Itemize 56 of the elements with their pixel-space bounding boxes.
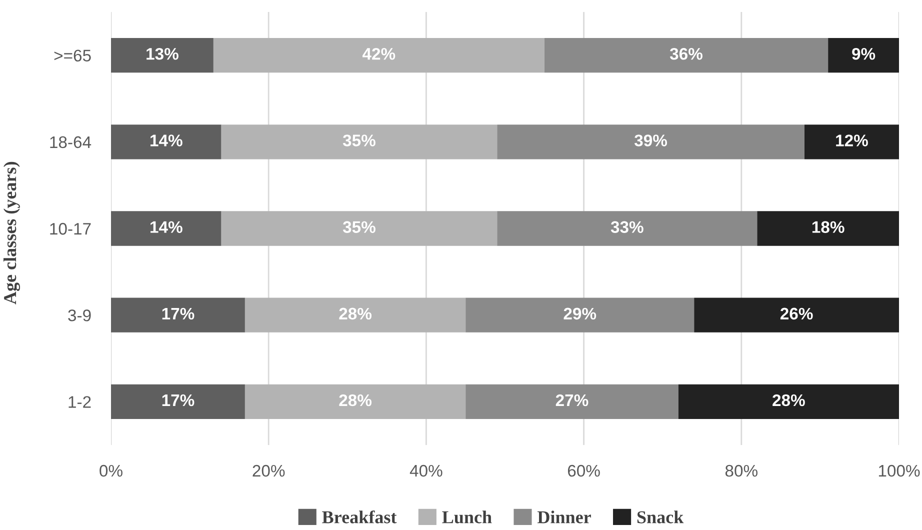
bar — [221, 211, 498, 246]
data-label: 9% — [852, 48, 876, 60]
y-tick-label: 3-9 — [68, 310, 91, 322]
bar — [497, 211, 758, 246]
legend-label: Dinner — [538, 510, 591, 524]
x-tick-label: 80% — [725, 464, 758, 477]
data-label: 39% — [634, 134, 668, 146]
bar — [111, 384, 245, 420]
x-tick-label: 60% — [568, 464, 600, 477]
data-label: 18% — [812, 221, 844, 233]
bar — [466, 298, 694, 332]
bar — [244, 298, 466, 332]
legend-label: Snack — [637, 510, 684, 524]
y-tick-label: >=65 — [54, 50, 91, 62]
bar — [828, 38, 899, 73]
data-label: 13% — [146, 48, 178, 60]
data-label: 36% — [670, 48, 702, 60]
x-tick-label: 0% — [100, 464, 122, 477]
data-label: 28% — [772, 394, 805, 406]
data-label: 26% — [780, 308, 813, 320]
bar — [221, 124, 498, 160]
bar — [804, 124, 899, 160]
x-tick-label: 100% — [878, 464, 920, 477]
y-axis-title: Age classes (years) — [3, 162, 20, 304]
data-label: 29% — [564, 308, 596, 320]
legend-label: Lunch — [442, 510, 492, 524]
data-label: 14% — [150, 134, 182, 146]
bar — [757, 211, 899, 246]
data-label: 27% — [556, 394, 588, 406]
data-label: 35% — [342, 134, 376, 146]
data-label: 12% — [836, 134, 868, 146]
bar — [111, 298, 245, 332]
data-label: 28% — [339, 394, 372, 406]
x-tick-label: 20% — [252, 464, 285, 477]
data-label: 17% — [162, 394, 194, 406]
legend-label: Breakfast — [322, 510, 397, 524]
y-tick-label: 10-17 — [50, 222, 91, 235]
bar — [111, 211, 222, 246]
y-tick-label: 1-2 — [68, 396, 91, 408]
bar — [678, 384, 899, 420]
data-label: 14% — [150, 221, 182, 233]
bar — [544, 38, 828, 73]
data-label: 28% — [339, 308, 372, 320]
data-label: 42% — [362, 48, 396, 60]
y-tick-label: 18-64 — [50, 136, 92, 148]
bar — [694, 298, 899, 332]
bar — [111, 124, 222, 160]
bar — [466, 384, 678, 420]
bar — [111, 38, 214, 73]
data-label: 35% — [342, 221, 376, 233]
x-tick-label: 40% — [410, 464, 442, 477]
bar — [497, 124, 804, 160]
bar — [213, 38, 544, 73]
data-label: 33% — [610, 221, 644, 233]
bar — [244, 384, 466, 420]
data-label: 17% — [162, 308, 194, 320]
